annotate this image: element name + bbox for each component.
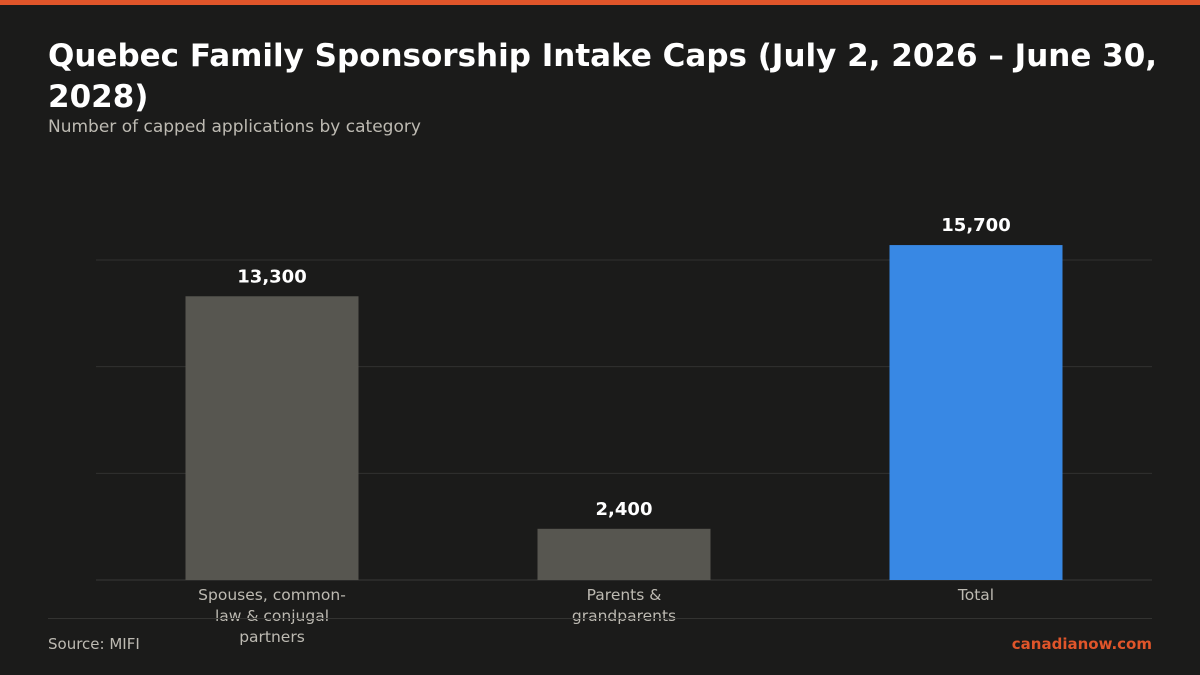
category-label-line: Parents & xyxy=(587,586,662,604)
category-label-3: Total xyxy=(957,586,994,604)
value-label-2: 2,400 xyxy=(596,499,653,520)
category-label-2: Parents & grandparents xyxy=(572,586,676,625)
value-label-1: 13,300 xyxy=(237,266,306,287)
chart-subtitle: Number of capped applications by categor… xyxy=(48,117,421,137)
category-label-line: Spouses, common- xyxy=(198,586,346,604)
category-label-line: Total xyxy=(957,586,994,604)
top-accent-bar xyxy=(0,0,1200,5)
category-label-line: partners xyxy=(239,628,305,646)
category-label-line: law & conjugal xyxy=(215,607,329,625)
bar-3 xyxy=(889,245,1063,581)
footer-divider xyxy=(48,618,1152,619)
value-label-3: 15,700 xyxy=(941,215,1010,236)
bar-2 xyxy=(537,528,711,580)
category-label-1: Spouses, common-law & conjugal partners xyxy=(198,586,346,646)
chart-title: Quebec Family Sponsorship Intake Caps (J… xyxy=(48,38,1158,115)
brand-link[interactable]: canadianow.com xyxy=(1011,635,1152,653)
source-note: Source: MIFI xyxy=(48,635,140,653)
bar-1 xyxy=(185,296,359,580)
category-label-line: grandparents xyxy=(572,607,676,625)
